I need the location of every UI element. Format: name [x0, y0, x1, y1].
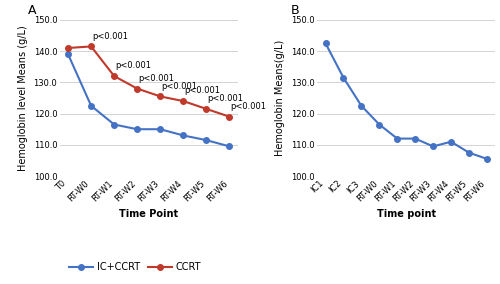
IC+CCRT [111, 123, 117, 126]
CCRT [111, 74, 117, 78]
Text: p<0.001: p<0.001 [162, 82, 198, 91]
Line: CCRT: CCRT [66, 44, 232, 120]
CCRT [180, 99, 186, 103]
Text: p<0.001: p<0.001 [138, 74, 174, 83]
IC+CCRT [204, 138, 210, 142]
IC+CCRT [65, 53, 71, 56]
IC+CCRT [134, 128, 140, 131]
Text: p<0.001: p<0.001 [92, 32, 128, 41]
CCRT [65, 46, 71, 50]
Text: B: B [291, 4, 300, 17]
Legend: IC+CCRT, CCRT: IC+CCRT, CCRT [64, 258, 206, 276]
IC+CCRT [180, 134, 186, 137]
X-axis label: Time Point: Time Point [119, 209, 178, 219]
IC+CCRT [158, 128, 164, 131]
IC+CCRT [88, 104, 94, 108]
IC+CCRT [226, 145, 232, 148]
Y-axis label: Hemoglobin level Means (g/L): Hemoglobin level Means (g/L) [18, 25, 28, 171]
CCRT [158, 95, 164, 98]
Text: p<0.001: p<0.001 [230, 102, 266, 111]
Text: A: A [28, 4, 36, 17]
CCRT [204, 107, 210, 110]
CCRT [226, 115, 232, 118]
Line: IC+CCRT: IC+CCRT [66, 51, 232, 149]
Text: p<0.001: p<0.001 [184, 87, 220, 95]
CCRT [88, 45, 94, 48]
X-axis label: Time point: Time point [376, 209, 436, 219]
Text: p<0.001: p<0.001 [116, 62, 152, 70]
Text: p<0.001: p<0.001 [208, 94, 244, 103]
Y-axis label: Hemoglobin Means(g/L): Hemoglobin Means(g/L) [276, 40, 285, 156]
CCRT [134, 87, 140, 90]
